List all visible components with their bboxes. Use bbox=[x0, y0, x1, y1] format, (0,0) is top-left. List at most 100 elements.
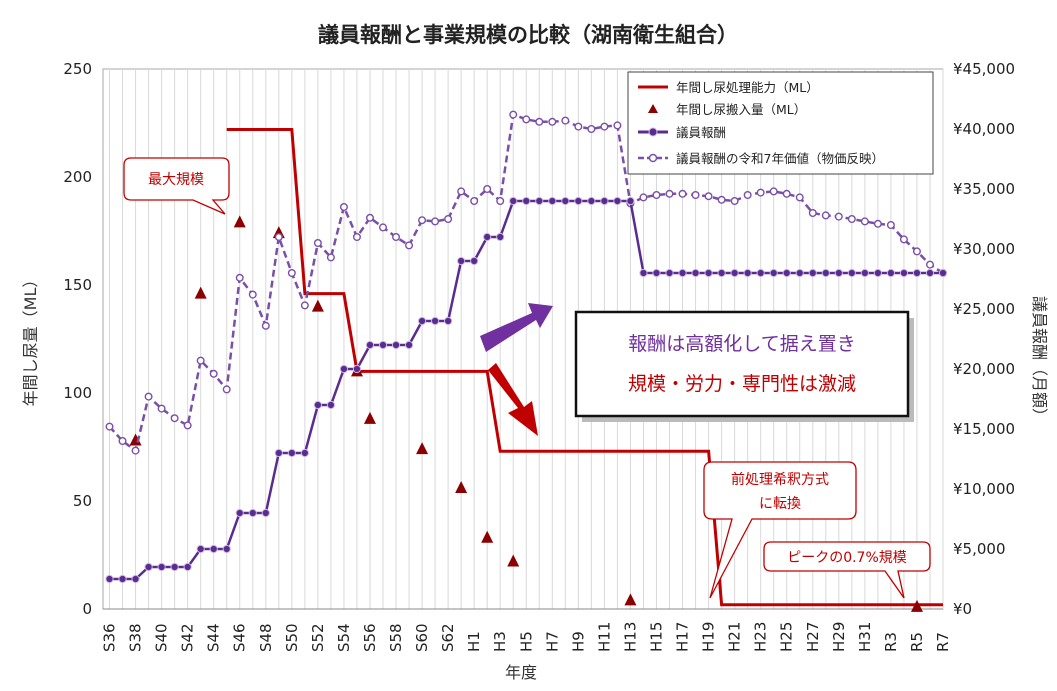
pay-real-point bbox=[326, 253, 335, 262]
pay-point bbox=[404, 340, 414, 350]
legend: 年間し尿処理能力（ML） 年間し尿搬入量（ML） 議員報酬 議員報酬の令和7年価… bbox=[627, 71, 934, 175]
pay-point bbox=[600, 196, 609, 206]
x-tick-label: H3 bbox=[491, 631, 509, 652]
right-tick-label: ¥5,000 bbox=[953, 540, 1006, 558]
pay-real-point bbox=[886, 220, 895, 229]
pay-point bbox=[483, 232, 492, 242]
pay-real-point bbox=[925, 260, 934, 269]
right-tick-label: ¥15,000 bbox=[953, 420, 1015, 438]
callout-conversion-bubble bbox=[703, 461, 857, 599]
x-tick-label: S36 bbox=[101, 623, 119, 652]
pay-point bbox=[899, 268, 909, 278]
pay-point bbox=[430, 316, 440, 326]
pay-real-point bbox=[352, 232, 361, 241]
pay-point bbox=[652, 268, 661, 278]
legend-label-intake: 年間し尿搬入量（ML） bbox=[676, 102, 806, 117]
pay-real-point bbox=[170, 414, 179, 423]
pay-point bbox=[339, 364, 349, 374]
pay-real-point bbox=[379, 223, 388, 232]
pay-real-point bbox=[860, 217, 869, 226]
callout-conversion-text-1: 前処理希釈方式 bbox=[731, 471, 829, 488]
left-tick-label: 250 bbox=[63, 60, 92, 78]
pay-point bbox=[248, 508, 257, 518]
pay-point bbox=[470, 256, 479, 266]
pay-point bbox=[535, 196, 544, 206]
pay-real-point bbox=[418, 216, 427, 225]
right-tick-label: ¥20,000 bbox=[953, 360, 1015, 378]
x-tick-label: S56 bbox=[361, 623, 379, 652]
x-tick-label: S40 bbox=[153, 623, 171, 652]
pay-real-point bbox=[795, 193, 804, 202]
pay-point bbox=[834, 268, 843, 278]
x-tick-label: H11 bbox=[595, 622, 613, 652]
left-tick-label: 50 bbox=[73, 492, 92, 510]
pay-real-point bbox=[678, 189, 687, 198]
pay-real-point bbox=[144, 392, 153, 401]
pay-point bbox=[691, 268, 700, 278]
pay-real-point bbox=[392, 232, 401, 241]
pay-real-point bbox=[587, 124, 596, 133]
pay-point bbox=[743, 268, 752, 278]
pay-point bbox=[678, 268, 687, 278]
pay-point bbox=[548, 196, 557, 206]
arrow-down-red bbox=[488, 363, 538, 436]
pay-real-point bbox=[300, 301, 309, 310]
pay-real-point bbox=[365, 213, 374, 222]
pay-point bbox=[222, 544, 231, 554]
intake-point bbox=[363, 411, 376, 424]
pay-point bbox=[118, 574, 127, 584]
callout-max-scale-bubble bbox=[123, 157, 230, 215]
pay-point bbox=[105, 574, 114, 584]
pay-real-point bbox=[287, 269, 296, 278]
x-tick-label: H7 bbox=[543, 631, 561, 652]
pay-real-point bbox=[274, 232, 283, 241]
message-box: 報酬は高額化して据え置き 規模・労力・専門性は激減 bbox=[574, 310, 914, 422]
pay-point bbox=[574, 196, 583, 206]
pay-point bbox=[131, 574, 140, 584]
pay-point bbox=[821, 268, 830, 278]
pay-point bbox=[157, 562, 166, 572]
pay-point bbox=[912, 268, 922, 278]
pay-real-point bbox=[196, 356, 205, 365]
callout-peak-ratio-text: ピークの0.7%規模 bbox=[787, 550, 907, 566]
pay-real-point bbox=[339, 202, 348, 211]
x-tick-label: S62 bbox=[439, 623, 457, 652]
callout-peak-ratio: ピークの0.7%規模 bbox=[763, 541, 931, 599]
legend-label-pay-real: 議員報酬の令和7年価値（物価反映） bbox=[676, 151, 884, 166]
left-tick-label: 0 bbox=[82, 600, 92, 618]
pay-point bbox=[873, 268, 882, 278]
pay-point bbox=[730, 268, 739, 278]
pay-point bbox=[938, 268, 948, 278]
pay-point bbox=[183, 562, 192, 572]
pay-point bbox=[925, 268, 935, 278]
x-tick-label: S52 bbox=[309, 623, 327, 652]
pay-real-point bbox=[691, 190, 700, 199]
callout-conversion: 前処理希釈方式 に転換 bbox=[703, 461, 857, 599]
pay-real-point bbox=[131, 446, 140, 455]
pay-point bbox=[756, 268, 765, 278]
pay-real-point bbox=[405, 241, 414, 250]
intake-point bbox=[194, 286, 207, 299]
x-tick-label: H9 bbox=[569, 631, 587, 652]
message-box-frame bbox=[574, 310, 910, 418]
right-tick-label: ¥30,000 bbox=[953, 240, 1015, 258]
pay-real-point bbox=[105, 422, 114, 431]
x-tick-label: S50 bbox=[283, 623, 301, 652]
x-tick-label: S46 bbox=[231, 623, 249, 652]
left-tick-label: 200 bbox=[63, 168, 92, 186]
x-tick-label: S44 bbox=[205, 623, 223, 652]
pay-point bbox=[587, 196, 596, 206]
callout-peak-ratio-bubble bbox=[763, 541, 931, 599]
pay-real-point bbox=[483, 184, 492, 193]
pay-point bbox=[613, 196, 622, 206]
left-tick-label: 150 bbox=[63, 276, 92, 294]
x-tick-label: H27 bbox=[804, 622, 822, 652]
pay-point bbox=[365, 340, 375, 350]
pay-point bbox=[704, 268, 713, 278]
message-line-1: 報酬は高額化して据え置き bbox=[628, 333, 855, 355]
intake-point bbox=[416, 442, 429, 455]
x-tick-label: H21 bbox=[726, 622, 744, 652]
pay-point bbox=[261, 508, 270, 518]
x-tick-label: S58 bbox=[387, 623, 405, 652]
